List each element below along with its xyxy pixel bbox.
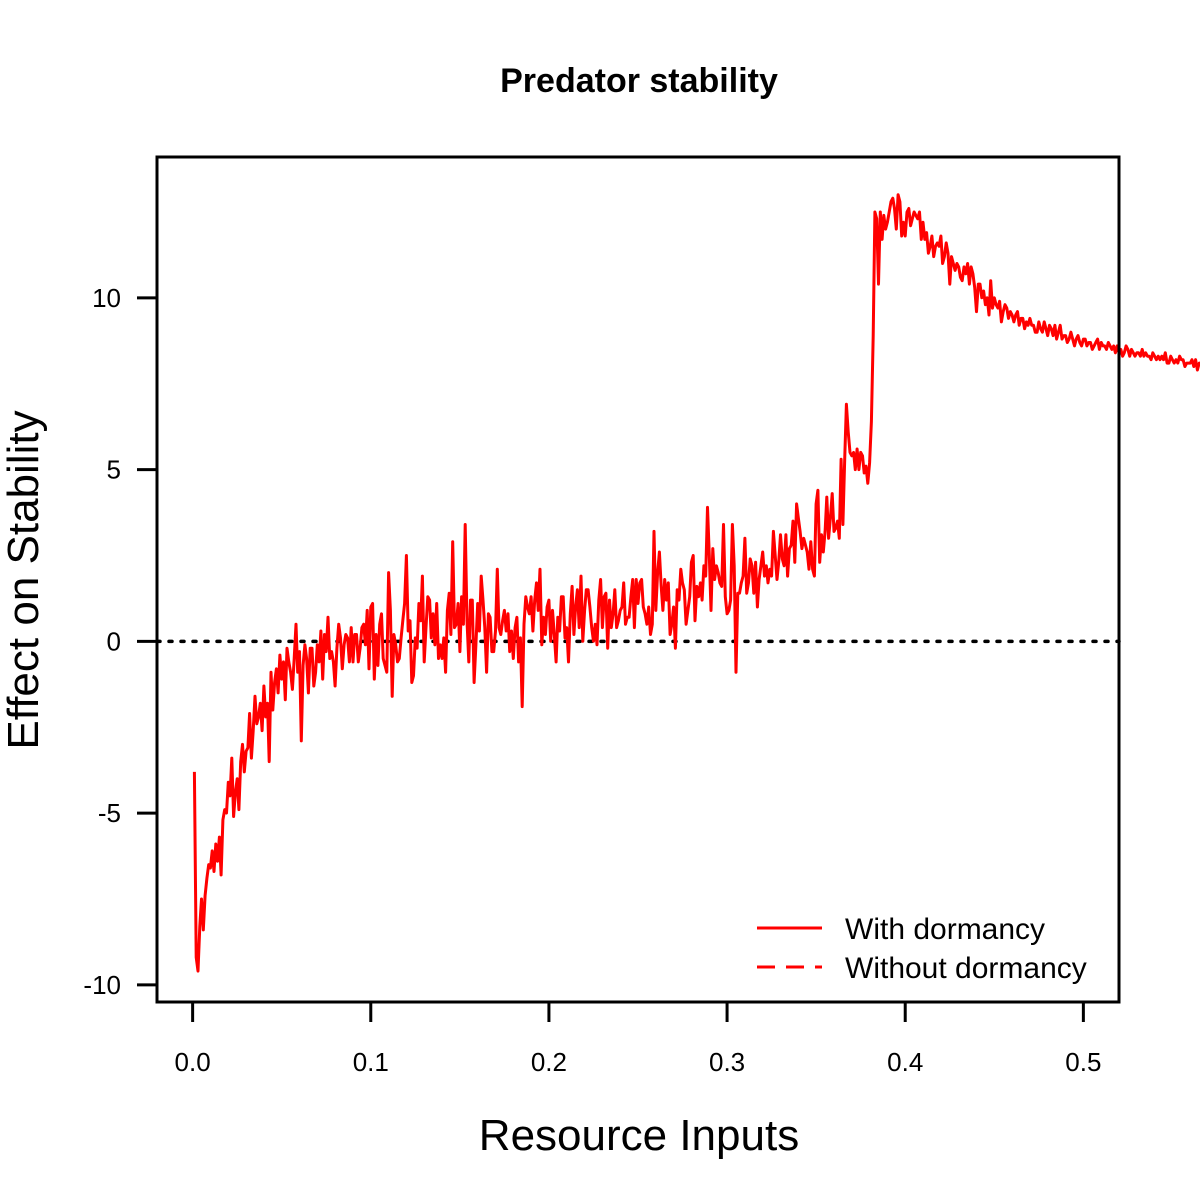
y-axis: -10 -5 0 5 10 bbox=[83, 283, 157, 1000]
x-tick-label: 0.2 bbox=[531, 1047, 567, 1077]
y-tick-label: -10 bbox=[83, 970, 121, 1000]
legend-label-with-dormancy: With dormancy bbox=[845, 913, 1045, 946]
x-axis-title: Resource Inputs bbox=[479, 1111, 799, 1160]
plot-area bbox=[155, 193, 1200, 973]
y-tick-label: 0 bbox=[107, 626, 121, 656]
legend: With dormancy Without dormancy bbox=[757, 913, 1087, 985]
x-axis: 0.0 0.1 0.2 0.3 0.4 0.5 bbox=[175, 1002, 1101, 1077]
plot-frame bbox=[155, 155, 1121, 1004]
x-tick-label: 0.3 bbox=[709, 1047, 745, 1077]
x-tick-label: 0.5 bbox=[1065, 1047, 1101, 1077]
chart-title: Predator stability bbox=[500, 62, 778, 100]
series-line-with-dormancy bbox=[192, 193, 1200, 973]
y-tick-label: 10 bbox=[92, 283, 121, 313]
y-tick-label: 5 bbox=[107, 455, 121, 485]
legend-label-without-dormancy: Without dormancy bbox=[845, 952, 1087, 985]
y-axis-title: Effect on Stability bbox=[0, 410, 48, 749]
x-tick-label: 0.1 bbox=[353, 1047, 389, 1077]
x-tick-label: 0.0 bbox=[175, 1047, 211, 1077]
x-tick-label: 0.4 bbox=[887, 1047, 923, 1077]
y-tick-label: -5 bbox=[98, 798, 121, 828]
